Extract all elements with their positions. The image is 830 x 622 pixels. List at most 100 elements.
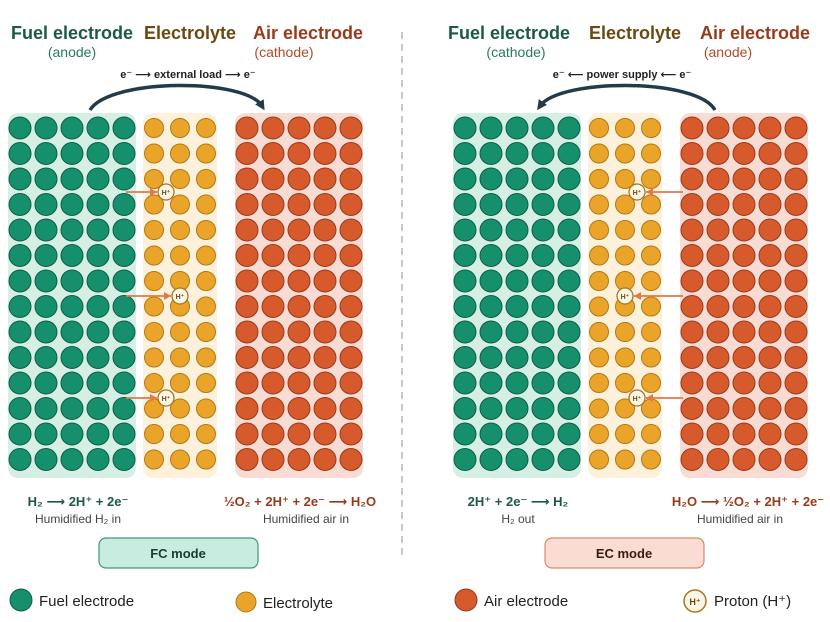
- air-electrode-particle: [261, 269, 285, 293]
- air-electrode-particle: [784, 193, 808, 216]
- fuel-electrode-particle: [34, 269, 58, 293]
- fc-air-note: Humidified air in: [263, 512, 349, 526]
- fc-fuel-note: Humidified H₂ in: [35, 512, 121, 526]
- air-electrode-particle: [235, 269, 259, 293]
- electrolyte-particle: [615, 220, 635, 240]
- fuel-electrode-particle: [8, 320, 32, 344]
- air-electrode-particle: [732, 371, 756, 395]
- air-electrode-particle: [784, 422, 808, 446]
- fuel-electrode-particle: [479, 295, 503, 318]
- air-electrode-particle: [706, 218, 730, 242]
- air-electrode-particle: [287, 320, 311, 344]
- air-electrode-particle: [758, 218, 782, 242]
- legend-air-label: Air electrode: [484, 593, 568, 610]
- fuel-electrode-particle: [8, 244, 32, 267]
- electrolyte-particle: [170, 398, 190, 419]
- electrolyte-particle: [170, 143, 190, 164]
- air-electrode-particle: [339, 269, 363, 293]
- fc-electron-flow-arrow: [88, 83, 265, 112]
- air-electrode-particle: [261, 295, 285, 318]
- air-electrode-particle: [313, 295, 337, 318]
- electrolyte-particle: [196, 424, 216, 444]
- air-electrode-particle: [758, 193, 782, 216]
- air-electrode-particle: [732, 142, 756, 165]
- air-electrode-particle: [313, 193, 337, 216]
- air-electrode-particle: [706, 422, 730, 446]
- electrolyte-particle: [641, 271, 661, 291]
- fuel-electrode-particle: [112, 371, 136, 395]
- fuel-electrode-particle: [60, 295, 84, 318]
- air-electrode-particle: [784, 269, 808, 293]
- air-electrode-particle: [784, 116, 808, 140]
- electrolyte-particle: [641, 143, 661, 164]
- fuel-electrode-particle: [86, 142, 110, 165]
- fuel-electrode-particle: [34, 448, 58, 471]
- electrolyte-particle: [641, 194, 661, 215]
- air-electrode-particle: [313, 371, 337, 395]
- fuel-electrode-particle: [34, 295, 58, 318]
- fuel-electrode-particle: [60, 244, 84, 267]
- air-electrode-particle: [313, 142, 337, 165]
- fuel-electrode-particle: [453, 269, 477, 293]
- fuel-electrode-particle: [505, 167, 529, 191]
- air-electrode-particle: [339, 116, 363, 140]
- air-electrode-particle: [313, 397, 337, 420]
- air-electrode-particle: [706, 193, 730, 216]
- fuel-electrode-particle: [112, 397, 136, 420]
- air-electrode-particle: [287, 218, 311, 242]
- air-electrode-particle: [235, 218, 259, 242]
- electrolyte-particle: [196, 449, 216, 470]
- fuel-electrode-particle: [505, 346, 529, 369]
- air-electrode-particle: [287, 142, 311, 165]
- electrolyte-particle: [589, 322, 609, 342]
- air-electrode-particle: [758, 371, 782, 395]
- fuel-electrode-particle: [505, 397, 529, 420]
- fuel-electrode-particle: [60, 346, 84, 369]
- electrolyte-particle: [170, 245, 190, 266]
- electrolyte-particle: [615, 169, 635, 189]
- proton-marker: [157, 183, 175, 201]
- fuel-electrode-particle: [479, 320, 503, 344]
- air-electrode-particle: [287, 193, 311, 216]
- ec-mode-label: EC mode: [596, 546, 652, 561]
- air-electrode-particle: [706, 142, 730, 165]
- fuel-electrode-particle: [112, 116, 136, 140]
- electrolyte-particle: [589, 398, 609, 419]
- air-electrode-particle: [261, 244, 285, 267]
- air-electrode-particle: [784, 397, 808, 420]
- fuel-electrode-particle: [8, 422, 32, 446]
- fuel-electrode-particle: [531, 320, 555, 344]
- electrolyte-particle: [144, 245, 164, 266]
- electrolyte-particle: [641, 245, 661, 266]
- air-electrode-particle: [339, 193, 363, 216]
- legend-electrolyte-swatch: [235, 591, 257, 613]
- air-electrode-particle: [732, 320, 756, 344]
- air-electrode-particle: [680, 448, 704, 471]
- fuel-electrode-particle: [8, 142, 32, 165]
- legend-proton-swatch-label: H⁺: [689, 597, 700, 607]
- air-electrode-particle: [784, 244, 808, 267]
- fuel-electrode-particle: [112, 346, 136, 369]
- electrolyte-particle: [615, 143, 635, 164]
- air-electrode-particle: [339, 448, 363, 471]
- air-electrode-particle: [339, 320, 363, 344]
- fuel-electrode-particle: [479, 193, 503, 216]
- air-electrode-particle: [339, 397, 363, 420]
- air-electrode-particle: [680, 116, 704, 140]
- air-electrode-particle: [732, 397, 756, 420]
- fuel-electrode-particle: [8, 193, 32, 216]
- air-electrode-particle: [758, 167, 782, 191]
- air-electrode-particle: [261, 346, 285, 369]
- ec-panel: Fuel electrode (cathode) Electrolyte Air…: [448, 23, 824, 569]
- fuel-electrode-particle: [34, 167, 58, 191]
- fuel-electrode-particle: [531, 295, 555, 318]
- electrolyte-particle: [144, 169, 164, 189]
- fuel-electrode-particle: [60, 167, 84, 191]
- electrolyte-particle: [641, 296, 661, 317]
- electrolyte-particle: [589, 424, 609, 444]
- electrolyte-particle: [589, 194, 609, 215]
- electrolyte-particle: [589, 296, 609, 317]
- electrolyte-particle: [196, 296, 216, 317]
- fuel-electrode-particle: [505, 142, 529, 165]
- electrolyte-particle: [589, 169, 609, 189]
